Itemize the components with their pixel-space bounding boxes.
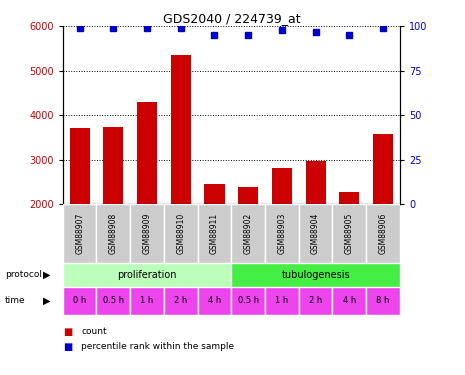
Bar <box>171 55 191 204</box>
Text: count: count <box>81 327 107 336</box>
Text: time: time <box>5 296 25 305</box>
Text: ▶: ▶ <box>43 270 51 280</box>
Bar <box>164 204 198 262</box>
Text: 8 h: 8 h <box>376 296 390 305</box>
Bar <box>332 204 366 262</box>
Bar <box>306 161 325 204</box>
Bar <box>265 204 299 262</box>
Text: ■: ■ <box>63 342 72 352</box>
Bar <box>373 134 393 204</box>
Bar <box>97 204 130 262</box>
Title: GDS2040 / 224739_at: GDS2040 / 224739_at <box>163 12 300 25</box>
Text: ■: ■ <box>63 327 72 337</box>
Text: protocol: protocol <box>5 270 42 279</box>
Bar <box>130 287 164 315</box>
Text: ▶: ▶ <box>43 296 51 306</box>
Bar <box>204 184 225 204</box>
Text: GSM88903: GSM88903 <box>278 213 286 254</box>
Bar <box>103 127 123 204</box>
Bar <box>231 287 265 315</box>
Text: 4 h: 4 h <box>208 296 221 305</box>
Text: 0.5 h: 0.5 h <box>238 296 259 305</box>
Text: tubulogenesis: tubulogenesis <box>281 270 350 280</box>
Text: percentile rank within the sample: percentile rank within the sample <box>81 342 234 351</box>
Bar <box>164 287 198 315</box>
Bar <box>238 187 258 204</box>
Text: 0 h: 0 h <box>73 296 86 305</box>
Text: 2 h: 2 h <box>309 296 322 305</box>
Bar <box>130 204 164 262</box>
Bar <box>63 287 97 315</box>
Text: GSM88902: GSM88902 <box>244 213 252 254</box>
Bar <box>63 204 97 262</box>
Bar <box>366 204 400 262</box>
Bar <box>198 204 231 262</box>
Bar <box>137 102 157 204</box>
Bar <box>198 287 231 315</box>
Text: 0.5 h: 0.5 h <box>103 296 124 305</box>
Bar <box>299 287 332 315</box>
Text: 4 h: 4 h <box>343 296 356 305</box>
Bar <box>231 262 400 287</box>
Text: GSM88911: GSM88911 <box>210 213 219 254</box>
Bar <box>70 128 90 204</box>
Text: 2 h: 2 h <box>174 296 187 305</box>
Bar <box>231 204 265 262</box>
Bar <box>97 287 130 315</box>
Bar <box>272 168 292 204</box>
Text: GSM88904: GSM88904 <box>311 213 320 254</box>
Bar <box>332 287 366 315</box>
Bar <box>63 262 231 287</box>
Text: GSM88910: GSM88910 <box>176 213 185 254</box>
Text: GSM88906: GSM88906 <box>379 213 387 254</box>
Bar <box>265 287 299 315</box>
Text: GSM88908: GSM88908 <box>109 213 118 254</box>
Bar <box>299 204 332 262</box>
Text: 1 h: 1 h <box>140 296 153 305</box>
Bar <box>366 287 400 315</box>
Text: GSM88909: GSM88909 <box>143 213 152 254</box>
Text: proliferation: proliferation <box>117 270 177 280</box>
Bar <box>339 192 359 204</box>
Text: GSM88905: GSM88905 <box>345 213 354 254</box>
Text: GSM88907: GSM88907 <box>75 213 84 254</box>
Text: 1 h: 1 h <box>275 296 288 305</box>
